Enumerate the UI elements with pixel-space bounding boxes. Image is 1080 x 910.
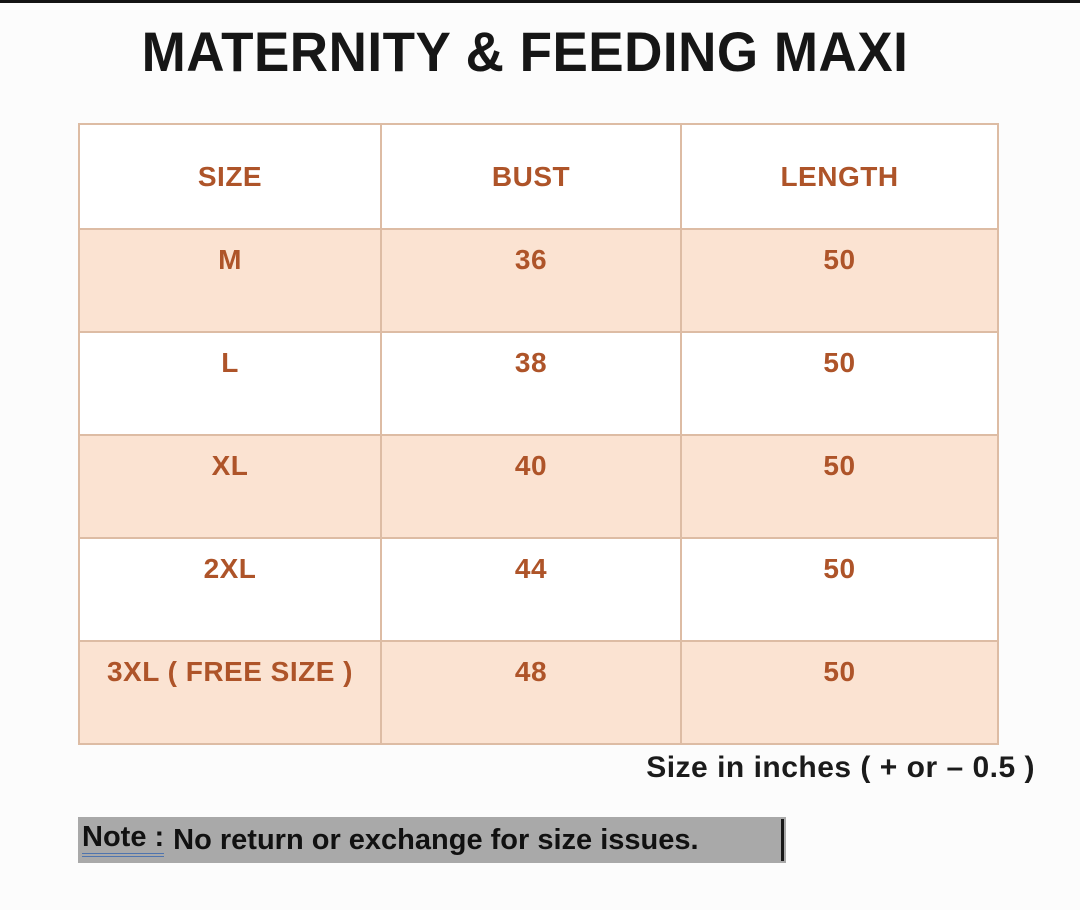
cell-bust: 40: [380, 434, 682, 539]
note-text: No return or exchange for size issues.: [173, 823, 699, 856]
cell-size: M: [78, 228, 382, 333]
col-header-length: LENGTH: [680, 123, 999, 230]
table-row: 3XL ( FREE SIZE ) 48 50: [78, 640, 999, 745]
top-border-line: [0, 0, 1080, 3]
table-row: XL 40 50: [78, 434, 999, 539]
cell-length: 50: [680, 640, 999, 745]
col-header-bust: BUST: [380, 123, 682, 230]
cell-bust: 48: [380, 640, 682, 745]
cell-size: L: [78, 331, 382, 436]
table-row: M 36 50: [78, 228, 999, 333]
note-bar: Note : No return or exchange for size is…: [78, 817, 786, 863]
text-cursor: [781, 819, 784, 861]
cell-length: 50: [680, 331, 999, 436]
size-table: SIZE BUST LENGTH M 36 50 L 38 50 XL 40 5…: [78, 123, 999, 745]
cell-length: 50: [680, 434, 999, 539]
table-row: 2XL 44 50: [78, 537, 999, 642]
cell-length: 50: [680, 228, 999, 333]
table-header-row: SIZE BUST LENGTH: [78, 123, 999, 230]
unit-tolerance-note: Size in inches ( + or – 0.5 ): [646, 751, 1035, 784]
page-title: MATERNITY & FEEDING MAXI: [141, 21, 909, 84]
note-label: Note :: [82, 823, 165, 857]
cell-bust: 36: [380, 228, 682, 333]
col-header-size: SIZE: [78, 123, 382, 230]
cell-length: 50: [680, 537, 999, 642]
cell-size: 2XL: [78, 537, 382, 642]
cell-bust: 38: [380, 331, 682, 436]
cell-bust: 44: [380, 537, 682, 642]
table-row: L 38 50: [78, 331, 999, 436]
cell-size: XL: [78, 434, 382, 539]
cell-size: 3XL ( FREE SIZE ): [78, 640, 382, 745]
